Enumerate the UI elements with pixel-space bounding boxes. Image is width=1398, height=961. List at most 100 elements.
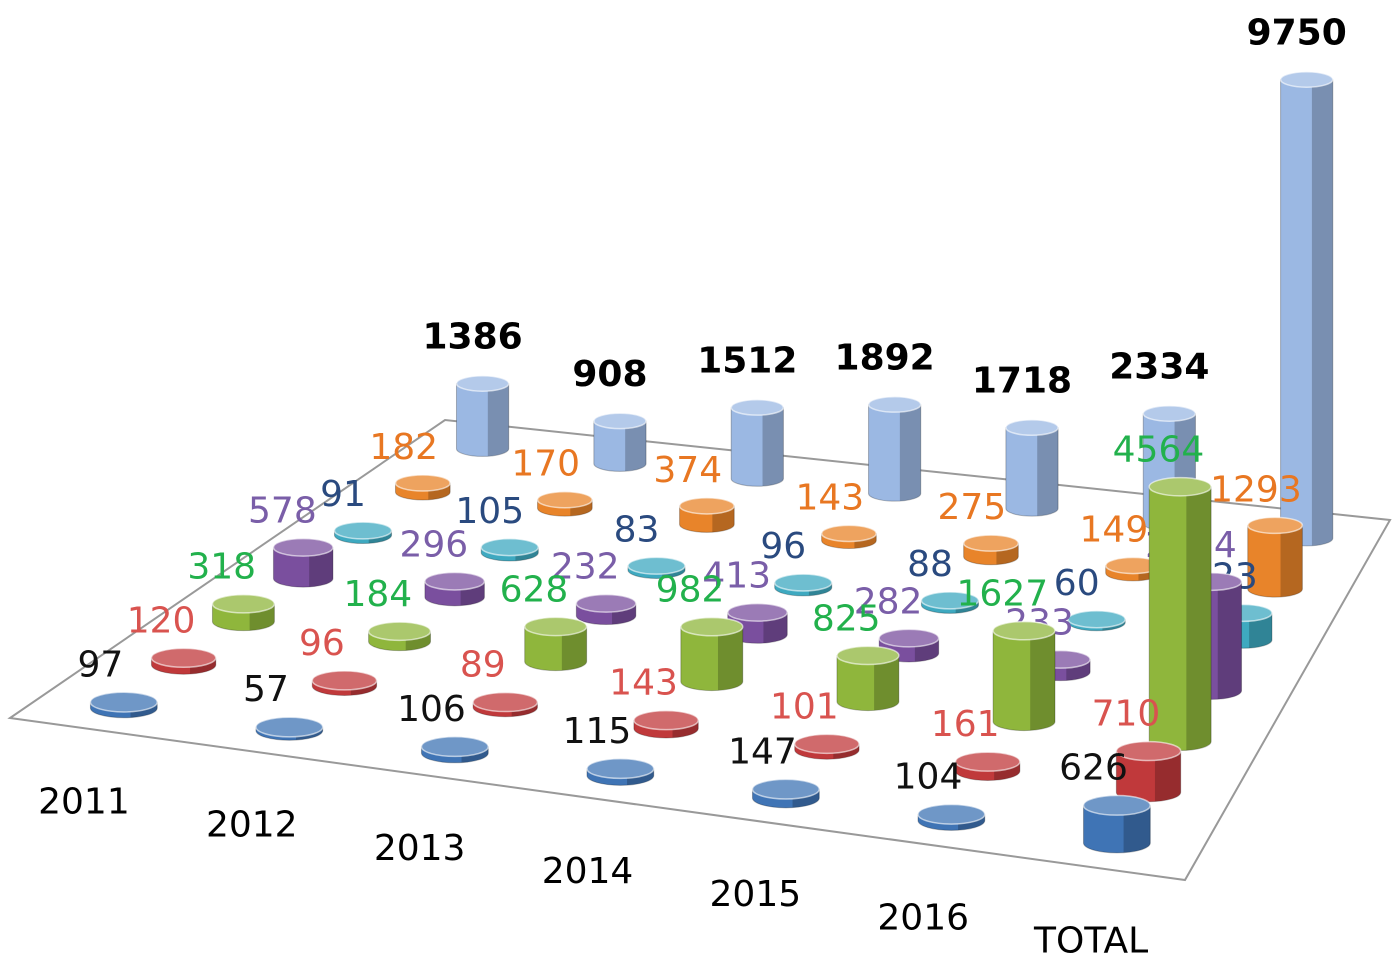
cylinder bbox=[678, 497, 735, 533]
cylinder-shade bbox=[1123, 805, 1151, 853]
data-label: 105 bbox=[455, 491, 524, 532]
cylinder-side bbox=[455, 383, 510, 457]
cylinder-top bbox=[255, 716, 324, 738]
cylinder-side bbox=[1005, 427, 1059, 517]
cylinder-top bbox=[773, 573, 833, 592]
cylinder bbox=[1005, 419, 1059, 517]
data-label: 88 bbox=[907, 544, 953, 585]
cylinder-top-shine bbox=[395, 474, 451, 492]
cylinder-top-shine bbox=[1116, 741, 1181, 761]
cylinder bbox=[472, 691, 539, 718]
cylinder-top bbox=[992, 620, 1056, 641]
cylinder-top-shine bbox=[794, 734, 860, 754]
x-tick-label: 2015 bbox=[710, 874, 802, 915]
cylinder-top-shine bbox=[481, 538, 539, 556]
cylinder-side bbox=[868, 403, 922, 502]
cylinder-top bbox=[150, 647, 217, 669]
data-label: 413 bbox=[702, 556, 771, 597]
cylinder-top bbox=[394, 474, 451, 492]
cylinder-top-shine bbox=[727, 603, 788, 622]
cylinder-top bbox=[1279, 71, 1334, 88]
cylinder-top bbox=[1067, 610, 1126, 629]
cylinder bbox=[627, 556, 686, 579]
data-label: 97 bbox=[78, 644, 124, 685]
cylinder-shade bbox=[1280, 525, 1303, 597]
cylinder-top-shine bbox=[868, 396, 921, 413]
data-label: 147 bbox=[728, 731, 797, 772]
cylinder-top bbox=[593, 412, 647, 430]
data-label: 89 bbox=[460, 645, 506, 686]
cylinder-shade bbox=[874, 655, 899, 711]
data-label: 710 bbox=[1092, 694, 1161, 735]
cylinder-top bbox=[678, 497, 735, 515]
x-tick-label: 2012 bbox=[206, 805, 298, 846]
cylinder-top-shine bbox=[836, 646, 899, 665]
cylinder bbox=[1279, 71, 1334, 547]
data-label: 149 bbox=[1080, 509, 1149, 550]
cylinder-top-shine bbox=[368, 622, 431, 641]
cylinder-top bbox=[575, 593, 637, 613]
cylinder-top bbox=[633, 709, 699, 731]
data-label: 170 bbox=[511, 444, 580, 485]
data-label: 143 bbox=[609, 663, 678, 704]
data-label: 628 bbox=[500, 569, 569, 610]
data-label: 106 bbox=[397, 689, 466, 730]
x-tick-label: TOTAL bbox=[1033, 920, 1148, 961]
cylinder-top bbox=[793, 733, 860, 755]
cylinder-top-shine bbox=[993, 621, 1055, 640]
data-label: 296 bbox=[399, 524, 468, 565]
cylinder bbox=[593, 412, 647, 472]
cylinder-side bbox=[680, 626, 744, 692]
cylinder-top bbox=[836, 645, 900, 666]
cylinder-top-shine bbox=[1247, 517, 1303, 534]
cylinder bbox=[1067, 610, 1126, 632]
cylinder-top bbox=[472, 691, 539, 713]
cylinder bbox=[920, 591, 980, 614]
data-label: 4564 bbox=[1113, 430, 1205, 471]
cylinder-shade bbox=[762, 407, 784, 486]
cylinder-top-shine bbox=[921, 592, 979, 609]
data-label: 374 bbox=[653, 450, 722, 491]
data-label: 578 bbox=[248, 491, 317, 532]
cylinder-side bbox=[593, 420, 647, 472]
cylinder-top bbox=[523, 616, 588, 637]
cylinder bbox=[820, 524, 878, 550]
cylinder bbox=[1104, 556, 1162, 582]
cylinder-top-shine bbox=[752, 779, 820, 799]
data-label: 318 bbox=[187, 547, 256, 588]
data-label: 626 bbox=[1059, 748, 1128, 789]
cylinder-shade bbox=[1037, 427, 1059, 516]
cylinder bbox=[89, 691, 158, 719]
data-label: 91 bbox=[320, 474, 366, 515]
data-label: 1718 bbox=[972, 361, 1072, 402]
cylinder-top-shine bbox=[1083, 795, 1151, 816]
cylinder-top-shine bbox=[1149, 477, 1212, 496]
data-label: 57 bbox=[243, 669, 289, 710]
cylinder-top bbox=[272, 537, 334, 557]
cylinder-top-shine bbox=[586, 758, 654, 779]
data-label: 104 bbox=[894, 756, 963, 797]
cylinder bbox=[455, 375, 510, 457]
cylinder-top-shine bbox=[774, 574, 832, 591]
cylinder-top-shine bbox=[312, 670, 377, 690]
cylinder-top bbox=[627, 556, 686, 575]
cylinder-top-shine bbox=[524, 617, 587, 636]
cylinder bbox=[333, 521, 393, 545]
cylinder-top-shine bbox=[917, 804, 985, 825]
cylinder-top-shine bbox=[151, 648, 216, 668]
cylinder-top-shine bbox=[212, 594, 275, 613]
data-label: 9750 bbox=[1247, 13, 1347, 54]
cylinder-shade bbox=[717, 626, 743, 691]
cylinder bbox=[523, 616, 588, 672]
cylinder-top bbox=[917, 803, 986, 825]
cylinder-shade bbox=[309, 547, 333, 587]
data-label: 83 bbox=[614, 509, 660, 550]
data-label: 275 bbox=[937, 487, 1006, 528]
cylinder bbox=[367, 621, 432, 652]
x-tick-label: 2016 bbox=[877, 897, 969, 938]
cylinder-top bbox=[962, 534, 1020, 552]
cylinder-top bbox=[586, 758, 655, 780]
data-label: 982 bbox=[656, 570, 725, 611]
cylinder bbox=[586, 758, 655, 786]
cylinder-top-shine bbox=[334, 522, 392, 539]
